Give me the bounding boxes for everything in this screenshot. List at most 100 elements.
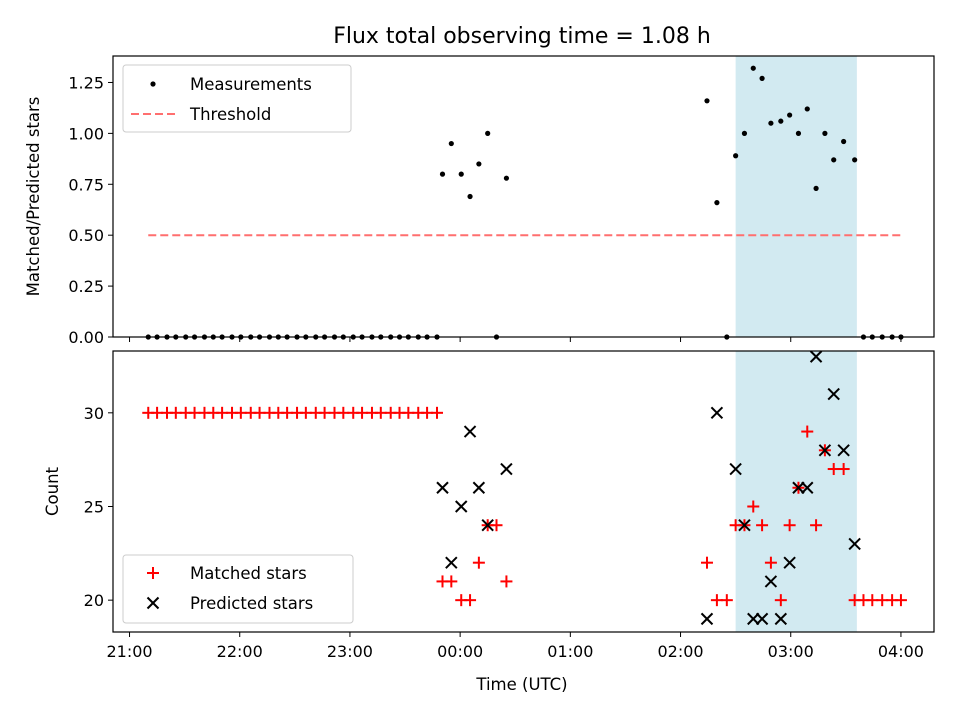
legend-x-glyph xyxy=(146,596,160,610)
measurement-point xyxy=(841,138,847,145)
x-tick-label: 22:00 xyxy=(217,642,263,661)
top-y-ticks: 0.00 0.25 0.50 0.75 1.00 1.25 xyxy=(68,73,113,347)
predicted-star-point xyxy=(500,462,513,476)
predicted-star-point xyxy=(738,519,751,532)
legend-threshold-label: Threshold xyxy=(189,105,271,124)
matched-star-point xyxy=(500,575,513,588)
predicted-star-point xyxy=(827,387,840,401)
predicted-star-point xyxy=(481,519,494,532)
y-tick-label: 1.25 xyxy=(68,73,104,92)
legend-predicted-marker xyxy=(146,596,160,610)
legend-plus-glyph xyxy=(147,567,159,579)
predicted-star-point xyxy=(700,612,714,626)
x-tick-label: 03:00 xyxy=(768,642,814,661)
x-axis-label: Time (UTC) xyxy=(475,675,567,694)
legend-measurements-label: Measurements xyxy=(190,75,312,94)
measurement-point xyxy=(439,171,446,177)
measurement-point xyxy=(733,153,739,159)
measurement-point xyxy=(795,130,802,136)
legend-matched-marker xyxy=(147,567,159,579)
x-tick-label: 21:00 xyxy=(106,642,152,661)
bottom-highlight-span xyxy=(735,351,857,632)
predicted-star-point xyxy=(445,556,458,569)
predicted-star-point xyxy=(848,537,861,551)
x-tick-label: 04:00 xyxy=(878,642,924,661)
highlight-span-rect xyxy=(735,56,857,337)
predicted-star-point xyxy=(837,444,850,457)
top-highlight-span xyxy=(735,56,857,337)
bottom-y-ticks: 20 25 30 xyxy=(84,404,113,610)
top-panel: 0.00 0.25 0.50 0.75 1.00 1.25 Matched/Predict… xyxy=(24,55,935,347)
measurement-point xyxy=(822,130,828,136)
y-tick-label: 1.00 xyxy=(68,124,104,143)
measurement-point xyxy=(852,157,858,163)
measurement-point xyxy=(750,65,756,71)
x-tick-label: 23:00 xyxy=(327,642,373,661)
measurement-point xyxy=(804,106,810,112)
top-legend-box xyxy=(122,64,352,133)
predicted-star-point xyxy=(755,612,769,626)
measurement-point xyxy=(458,171,464,177)
matched-star-point xyxy=(430,406,443,419)
measurement-point xyxy=(787,112,793,118)
top-x-ticks xyxy=(129,337,902,342)
matched-star-point xyxy=(756,519,769,532)
y-tick-label: 25 xyxy=(84,497,104,516)
bottom-x-ticks: 21:00 22:00 23:00 00:00 01:00 02:00 03:00 04:00 xyxy=(106,632,924,661)
y-tick-label: 30 xyxy=(84,404,104,423)
highlight-span-rect xyxy=(735,351,857,632)
matched-star-point xyxy=(472,556,485,569)
predicted-star-point xyxy=(774,612,788,626)
matched-star-point xyxy=(464,594,477,607)
measurement-point xyxy=(503,175,510,181)
measurement-point xyxy=(448,140,454,147)
bottom-legend: Matched stars Predicted stars xyxy=(122,554,354,624)
bottom-axes-frame xyxy=(112,350,935,633)
legend-matched-label: Matched stars xyxy=(190,564,307,583)
predicted-star-point xyxy=(783,556,796,569)
measurement-point xyxy=(741,130,748,136)
predicted-stars-points xyxy=(436,350,861,626)
predicted-star-point xyxy=(729,462,742,476)
measurement-point xyxy=(485,130,491,136)
legend-measurements-marker xyxy=(150,81,156,87)
predicted-star-point xyxy=(801,481,814,494)
measurement-point xyxy=(759,75,765,81)
measurement-point xyxy=(831,157,837,163)
predicted-star-point xyxy=(455,500,468,513)
top-y-axis-label: Matched/Predicted stars xyxy=(24,97,43,297)
measurement-point xyxy=(467,193,473,200)
y-tick-label: 20 xyxy=(84,591,104,610)
measurement-point xyxy=(778,118,784,124)
predicted-star-point xyxy=(818,444,832,457)
predicted-star-point xyxy=(472,481,486,494)
measurement-point xyxy=(714,200,720,206)
bottom-legend-box xyxy=(122,554,354,624)
predicted-star-point xyxy=(792,481,805,494)
matched-star-point xyxy=(774,594,787,607)
matched-star-point xyxy=(810,519,823,532)
predicted-star-point xyxy=(710,406,724,420)
x-tick-label: 00:00 xyxy=(437,642,483,661)
matched-star-point xyxy=(720,594,733,607)
matched-star-point xyxy=(490,519,503,532)
matched-star-point xyxy=(764,556,777,569)
x-tick-label: 01:00 xyxy=(547,642,593,661)
measurement-point xyxy=(704,98,710,104)
matched-star-point xyxy=(747,500,760,513)
predicted-star-point xyxy=(463,425,477,438)
matched-star-point xyxy=(700,556,713,569)
y-tick-label: 0.00 xyxy=(68,328,104,347)
top-legend: Measurements Threshold xyxy=(122,64,352,133)
predicted-star-point xyxy=(809,350,823,363)
y-tick-label: 0.50 xyxy=(68,226,104,245)
predicted-star-point xyxy=(747,612,760,626)
predicted-star-point xyxy=(764,575,778,588)
bottom-panel: 21:00 22:00 23:00 00:00 01:00 02:00 03:00 04:00… xyxy=(43,350,935,694)
y-tick-label: 0.75 xyxy=(68,175,104,194)
bottom-y-axis-label: Count xyxy=(43,466,62,516)
chart-title: Flux total observing time = 1.08 h xyxy=(333,24,711,49)
matched-star-point xyxy=(801,425,814,438)
matched-stars-points xyxy=(142,406,907,607)
matched-star-point xyxy=(783,519,796,532)
